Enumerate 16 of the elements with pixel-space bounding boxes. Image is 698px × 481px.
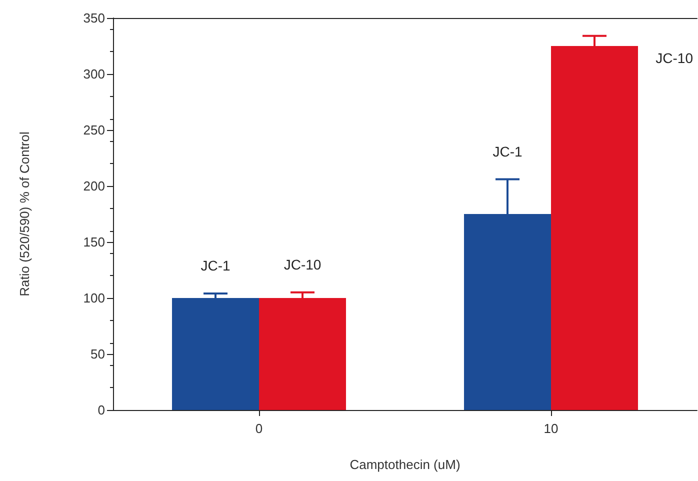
y-tick-label: 350 — [83, 10, 105, 26]
series-label: JC-10 — [656, 50, 694, 66]
bar — [172, 298, 259, 410]
x-tick-label: 10 — [544, 421, 558, 436]
y-tick-label: 150 — [83, 234, 105, 250]
y-tick-label: 0 — [98, 402, 105, 418]
text: JC-10 — [284, 256, 322, 272]
text: JC-1 — [492, 143, 522, 160]
x-axis-title: Camptothecin (uM) — [350, 457, 460, 472]
y-tick-label: 300 — [83, 66, 105, 82]
y-tick-label: 200 — [83, 178, 105, 194]
series-label: JC-1 — [200, 258, 230, 274]
y-tick-label: 50 — [90, 346, 105, 362]
y-axis-title: Ratio (520/590) % of Control — [17, 132, 32, 296]
y-tick-label: 100 — [83, 290, 105, 306]
y-tick-label: 250 — [83, 122, 105, 138]
